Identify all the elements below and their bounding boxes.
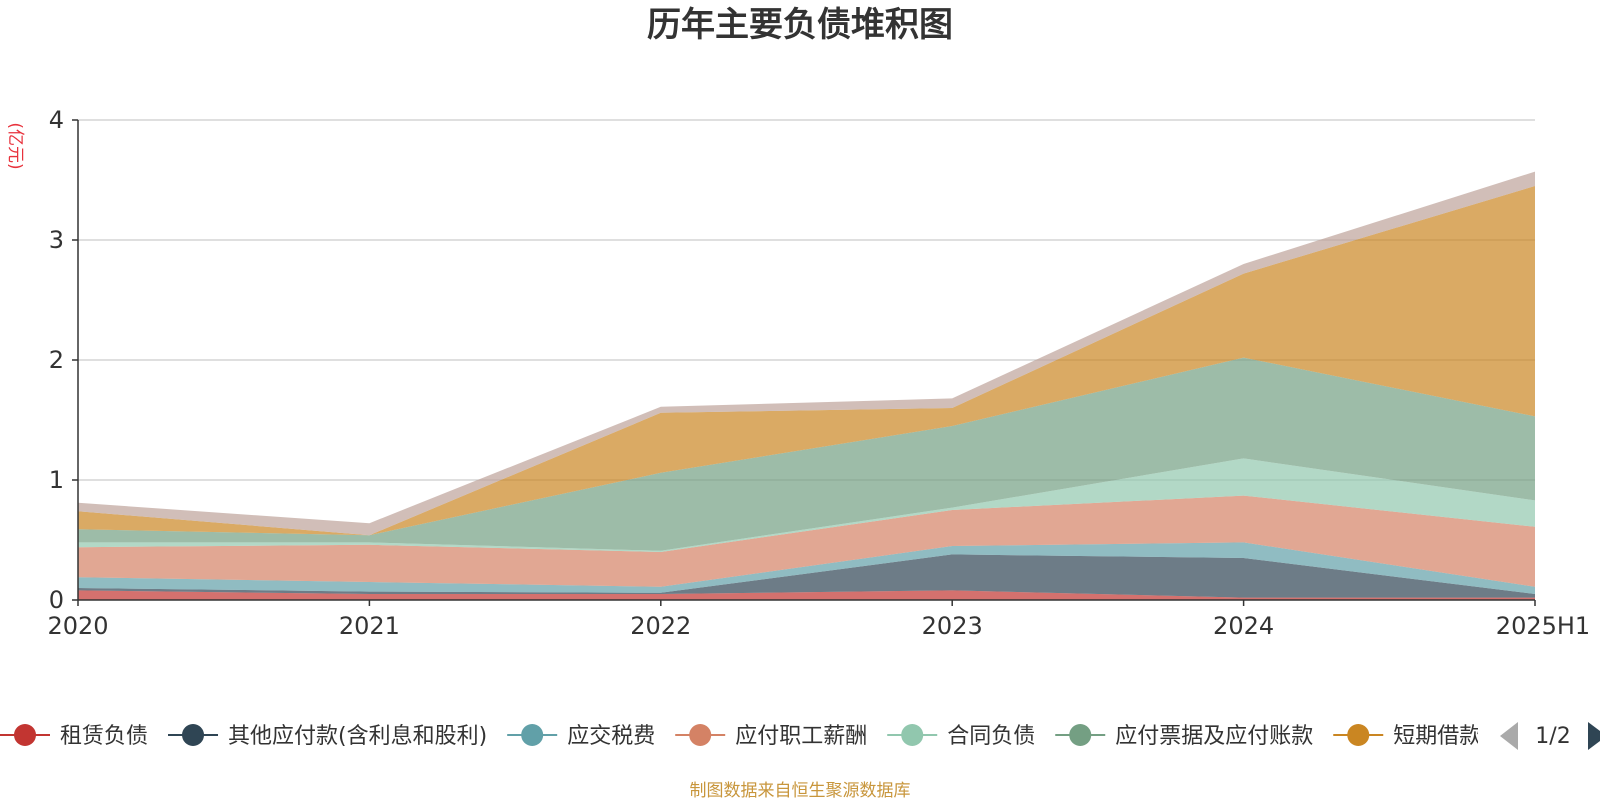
legend-marker-icon bbox=[1515, 724, 1537, 746]
legend-marker-icon bbox=[14, 724, 36, 746]
legend-marker-icon bbox=[1069, 724, 1092, 746]
x-tick-label: 2024 bbox=[1213, 612, 1274, 640]
legend-label: 合同负债 bbox=[947, 724, 1035, 749]
legend-item-6[interactable]: 短期借款 bbox=[1333, 724, 1481, 749]
x-tick-label: 2020 bbox=[47, 612, 108, 640]
pager-next-icon[interactable] bbox=[1588, 722, 1600, 750]
legend-label: 应付职工薪酬 bbox=[735, 724, 867, 749]
y-tick-label: 0 bbox=[49, 586, 64, 614]
x-tick-label: 2022 bbox=[630, 612, 691, 640]
legend: 租赁负债 其他应付款(含利息和股利) 应交税费 应付职工薪酬 合同负债 应付票据及应付账款… bbox=[0, 722, 1600, 750]
pager-prev-icon[interactable] bbox=[1500, 722, 1518, 750]
area-series bbox=[78, 171, 1535, 600]
area-series-0 bbox=[78, 590, 1535, 600]
area-series-3 bbox=[78, 495, 1535, 587]
legend-pager: 1/2 bbox=[1500, 722, 1600, 750]
x-tick-label: 2023 bbox=[922, 612, 983, 640]
legend-item-3[interactable]: 应付职工薪酬 bbox=[675, 724, 867, 749]
legend-marker-icon bbox=[689, 724, 712, 746]
chart-title: 历年主要负债堆积图 bbox=[647, 5, 953, 45]
legend-page-indicator: 1/2 bbox=[1535, 724, 1570, 749]
data-source-note: 制图数据来自恒生聚源数据库 bbox=[690, 781, 911, 800]
legend-item-4[interactable]: 合同负债 bbox=[887, 724, 1035, 749]
area-series-4 bbox=[78, 458, 1535, 552]
area-series-2 bbox=[78, 542, 1535, 594]
legend-items: 租赁负债 其他应付款(含利息和股利) 应交税费 应付职工薪酬 合同负债 应付票据及应付账款… bbox=[0, 724, 1537, 749]
y-tick-label: 3 bbox=[49, 226, 64, 254]
legend-marker-icon bbox=[901, 724, 924, 746]
area-series-5 bbox=[78, 357, 1535, 551]
x-tick-label: 2021 bbox=[339, 612, 400, 640]
y-tick-label: 1 bbox=[49, 466, 64, 494]
legend-marker-icon bbox=[182, 724, 205, 746]
area-series-1 bbox=[78, 554, 1535, 598]
legend-item-0[interactable]: 租赁负债 bbox=[0, 724, 148, 749]
legend-label: 其他应付款(含利息和股利) bbox=[228, 724, 487, 749]
legend-marker-icon bbox=[521, 724, 544, 746]
x-tick-label: 2025H1 bbox=[1496, 612, 1590, 640]
y-tick-label: 2 bbox=[49, 346, 64, 374]
legend-item-1[interactable]: 其他应付款(含利息和股利) bbox=[168, 724, 487, 749]
axes: 0 1 2 3 4 2020 2021 2022 2023 2024 2025H1 bbox=[47, 106, 1590, 640]
legend-label: 租赁负债 bbox=[60, 724, 148, 749]
y-tick-label: 4 bbox=[49, 106, 64, 134]
y-axis-unit-label: (亿元) bbox=[5, 122, 25, 169]
legend-item-5[interactable]: 应付票据及应付账款 bbox=[1055, 724, 1313, 749]
legend-marker-icon bbox=[1347, 724, 1370, 746]
legend-label: 短期借款 bbox=[1393, 724, 1481, 749]
legend-label: 应交税费 bbox=[567, 724, 655, 749]
legend-item-2[interactable]: 应交税费 bbox=[507, 724, 655, 749]
legend-label: 应付票据及应付账款 bbox=[1115, 724, 1313, 749]
